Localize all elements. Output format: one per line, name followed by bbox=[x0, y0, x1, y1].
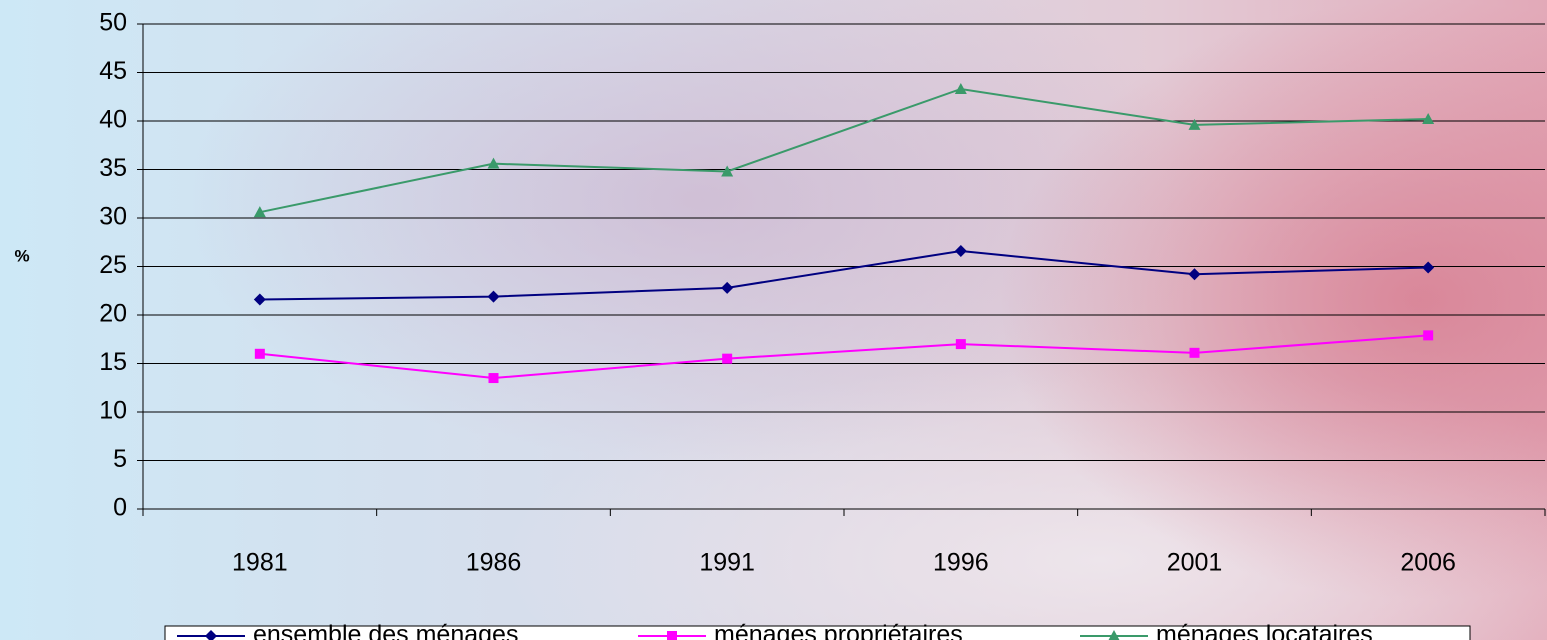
legend-label: ménages locataires bbox=[1156, 621, 1373, 640]
data-point bbox=[1422, 113, 1435, 125]
data-point bbox=[1422, 261, 1435, 274]
data-point bbox=[722, 353, 733, 364]
y-tick-label: 30 bbox=[99, 203, 127, 231]
series-line bbox=[259, 334, 1429, 380]
data-point bbox=[954, 244, 967, 257]
y-tick-label: 45 bbox=[99, 57, 127, 85]
x-tick-label: 1981 bbox=[232, 549, 288, 577]
y-axis-label: % bbox=[14, 246, 29, 265]
data-point bbox=[1423, 330, 1434, 341]
y-tick-label: 35 bbox=[99, 154, 127, 182]
y-tick-label: 0 bbox=[113, 494, 127, 522]
data-point bbox=[1188, 118, 1201, 130]
data-point bbox=[253, 293, 266, 306]
series-line bbox=[259, 249, 1429, 301]
y-tick-label: 15 bbox=[99, 348, 127, 376]
y-tick-label: 5 bbox=[113, 445, 127, 473]
y-tick-label: 50 bbox=[99, 9, 127, 37]
y-tick-label: 40 bbox=[99, 106, 127, 134]
data-point bbox=[954, 82, 967, 94]
y-tick-label: 25 bbox=[99, 251, 127, 279]
x-tick-label: 2006 bbox=[1400, 549, 1456, 577]
y-tick-label: 20 bbox=[99, 300, 127, 328]
data-point bbox=[955, 339, 966, 350]
data-point bbox=[721, 281, 734, 294]
data-point bbox=[487, 290, 500, 303]
data-point bbox=[721, 165, 734, 177]
x-tick-label: 1991 bbox=[699, 549, 755, 577]
legend-marker bbox=[667, 631, 677, 640]
legend-label: ménages propriétaires bbox=[714, 621, 963, 640]
data-point bbox=[487, 157, 500, 169]
x-tick-label: 1986 bbox=[466, 549, 522, 577]
data-point bbox=[254, 348, 265, 359]
legend-label: ensemble des ménages bbox=[253, 621, 518, 640]
data-point bbox=[488, 373, 499, 384]
legend-marker bbox=[1108, 630, 1120, 640]
data-point bbox=[253, 206, 266, 218]
y-tick-label: 10 bbox=[99, 397, 127, 425]
data-point bbox=[1189, 347, 1200, 358]
series-line bbox=[259, 87, 1429, 214]
data-point bbox=[1188, 268, 1201, 281]
legend-marker bbox=[205, 630, 217, 640]
x-tick-label: 1996 bbox=[933, 549, 989, 577]
x-tick-label: 2001 bbox=[1167, 549, 1223, 577]
